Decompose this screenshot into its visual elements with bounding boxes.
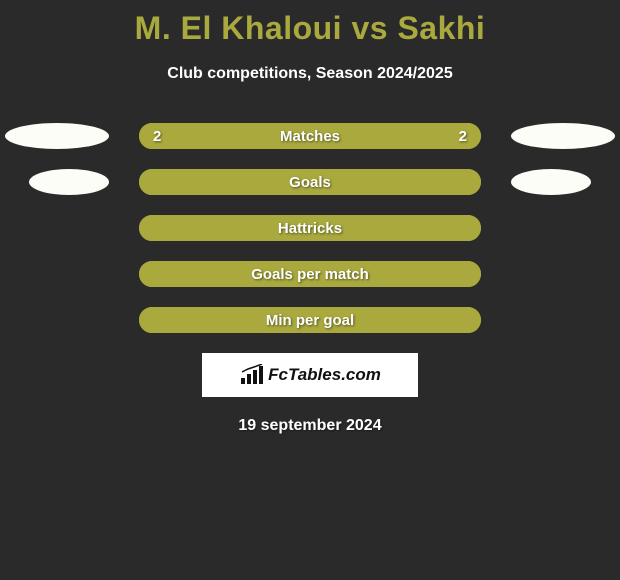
stat-row: Matches2 2: [0, 123, 620, 149]
stat-label: Goals per match: [139, 261, 481, 287]
stat-bar: Matches2 2: [139, 123, 481, 149]
stat-rows: Matches2 2 Goals Hattricks Goals per match Mi…: [0, 123, 620, 333]
brand-inner: FcTables.com: [239, 364, 381, 386]
stat-label: Goals: [139, 169, 481, 195]
brand-chart-icon: [239, 364, 265, 386]
page-title: M. El Khaloui vs Sakhi: [0, 0, 620, 47]
left-ellipse: [5, 123, 109, 149]
stat-value-left: 2: [153, 123, 161, 149]
right-ellipse: [511, 123, 615, 149]
brand-box: FcTables.com: [202, 353, 418, 397]
stat-value-right: 2: [459, 123, 467, 149]
stat-label: Matches: [139, 123, 481, 149]
stat-bar: Min per goal: [139, 307, 481, 333]
stat-bar: Hattricks: [139, 215, 481, 241]
left-ellipse: [29, 169, 109, 195]
stat-label: Min per goal: [139, 307, 481, 333]
stat-row: Goals per match: [0, 261, 620, 287]
stat-row: Hattricks: [0, 215, 620, 241]
stat-label: Hattricks: [139, 215, 481, 241]
stat-bar: Goals: [139, 169, 481, 195]
stat-bar: Goals per match: [139, 261, 481, 287]
infographic-container: M. El Khaloui vs Sakhi Club competitions…: [0, 0, 620, 580]
date-text: 19 september 2024: [0, 417, 620, 435]
brand-text: FcTables.com: [268, 365, 381, 385]
page-subtitle: Club competitions, Season 2024/2025: [0, 65, 620, 83]
right-ellipse: [511, 169, 591, 195]
stat-row: Goals: [0, 169, 620, 195]
stat-row: Min per goal: [0, 307, 620, 333]
